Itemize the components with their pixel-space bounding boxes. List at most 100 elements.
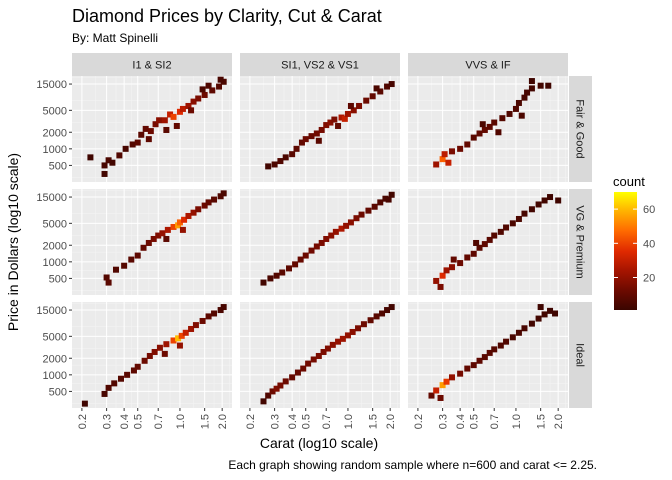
x-tick-label: 0.2 <box>245 414 257 429</box>
heat-cell <box>367 317 374 324</box>
heat-cell <box>273 385 280 392</box>
heat-cell <box>146 352 153 359</box>
heat-cell <box>175 335 182 342</box>
legend-ticks: 20 40 60 <box>614 204 655 285</box>
heat-cell <box>179 226 186 233</box>
heat-cell <box>294 369 301 376</box>
heat-cell <box>355 325 362 332</box>
heat-cell <box>265 392 272 399</box>
heat-cell <box>170 223 177 230</box>
heat-cell <box>448 264 455 271</box>
heat-cell <box>81 400 88 407</box>
heat-cell <box>470 250 477 257</box>
heat-cell <box>282 378 289 385</box>
heat-cell <box>315 137 322 144</box>
x-tick-label: 0.7 <box>153 414 165 429</box>
heat-cell <box>388 304 395 311</box>
heat-cell <box>486 349 493 356</box>
heat-cell <box>142 125 149 132</box>
heat-cell <box>335 338 342 345</box>
heat-cell <box>541 197 548 204</box>
heat-cell <box>323 122 330 129</box>
x-tick-label: 0.2 <box>413 414 425 429</box>
heat-cell <box>145 239 152 246</box>
x-tick-label: 1.5 <box>200 414 212 429</box>
heat-cell <box>512 105 519 112</box>
heat-cell <box>140 244 147 251</box>
heat-cell <box>141 357 148 364</box>
heat-cell <box>503 338 510 345</box>
panel-fair-good-si1-vs2-vs1 <box>240 76 400 182</box>
chart-title: Diamond Prices by Clarity, Cut & Carat <box>72 6 382 26</box>
heat-cell <box>439 156 446 163</box>
heat-cell <box>445 159 452 166</box>
heat-cell <box>373 85 380 92</box>
y-axis-ticks: 500 1000 2000 5000 15000 500 1000 2000 5000 15000… <box>36 79 72 398</box>
heat-cell <box>265 163 272 170</box>
heat-cell <box>152 121 159 128</box>
heat-cell <box>371 203 378 210</box>
heat-cell <box>313 130 320 137</box>
heat-cell <box>515 215 522 222</box>
heat-cell <box>205 313 212 320</box>
heat-cell <box>441 151 448 158</box>
chart-subtitle: By: Matt Spinelli <box>72 31 158 45</box>
heat-cell <box>130 367 137 374</box>
heat-cell <box>195 206 202 213</box>
heat-cell <box>486 236 493 243</box>
heat-cell <box>147 128 154 135</box>
heat-cell <box>521 94 528 101</box>
panel-fair-good-vvs-if <box>408 76 568 182</box>
heat-cell <box>209 87 216 94</box>
heat-cell <box>464 254 471 261</box>
heat-cell <box>528 78 535 85</box>
heat-cell <box>271 161 278 168</box>
x-tick-label: 0.3 <box>102 414 114 429</box>
heat-cell <box>476 357 483 364</box>
heat-cell <box>369 93 376 100</box>
heat-cell <box>320 348 327 355</box>
heat-cell <box>151 348 158 355</box>
heat-cell <box>377 199 384 206</box>
heat-cell <box>128 256 135 263</box>
legend: count 20 40 60 <box>613 174 655 310</box>
heat-cell <box>385 196 392 203</box>
heat-cell <box>552 310 559 317</box>
y-tick-label: 2000 <box>43 127 67 139</box>
heat-cell <box>87 154 94 161</box>
panel-ideal-si1-vs2-vs1 <box>240 302 400 408</box>
heat-cell <box>302 136 309 143</box>
heat-cell <box>350 107 357 114</box>
heat-cell <box>293 145 300 152</box>
heat-cell <box>363 97 370 104</box>
column-strip-bg <box>72 53 232 76</box>
heat-cell <box>286 265 293 272</box>
heat-cell <box>437 394 444 401</box>
heat-cell <box>217 193 224 200</box>
heat-cell <box>344 332 351 339</box>
heat-cell <box>199 86 206 93</box>
heat-cell <box>373 313 380 320</box>
legend-tick-label: 40 <box>643 238 655 250</box>
heat-cell <box>297 256 304 263</box>
heat-cell <box>277 382 284 389</box>
heat-cell <box>273 272 280 279</box>
row-strip-label: Fair & Good <box>574 99 586 158</box>
heat-cell <box>457 145 464 152</box>
heat-cell <box>129 141 136 148</box>
heat-cell <box>349 328 356 335</box>
heat-cell <box>528 85 535 92</box>
heat-cell <box>300 365 307 372</box>
heat-cell <box>101 162 108 169</box>
heat-cell <box>150 235 157 242</box>
y-axis-label: Price in Dollars (log10 scale) <box>5 153 21 331</box>
row-strip-bg <box>569 76 592 182</box>
heat-cell <box>509 334 516 341</box>
legend-tick-label: 60 <box>643 204 655 216</box>
heat-cell <box>190 209 197 216</box>
y-tick-label: 15000 <box>36 192 67 204</box>
heat-cell <box>473 239 480 246</box>
x-tick-label: 1.0 <box>343 414 355 429</box>
x-tick-label: 2.0 <box>553 414 565 429</box>
panel-vg-premium-vvs-if <box>408 189 568 295</box>
